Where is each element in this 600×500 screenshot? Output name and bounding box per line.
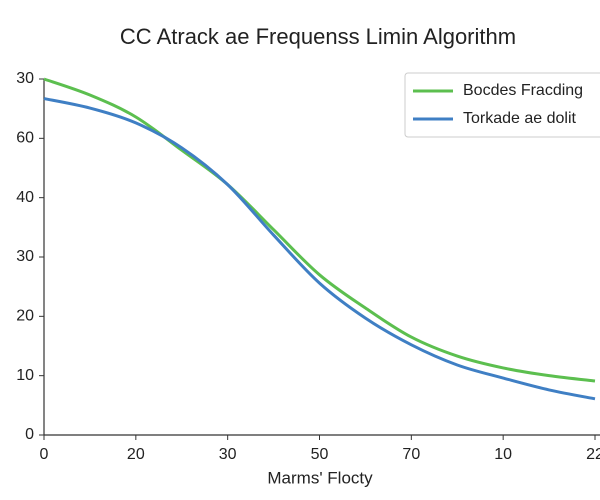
x-tick-label: 20: [127, 446, 145, 463]
y-tick-label: 0: [25, 426, 34, 443]
legend-label: Bocdes Fracding: [463, 82, 583, 99]
x-tick-label: 22: [586, 446, 600, 463]
x-tick-label: 50: [311, 446, 329, 463]
x-axis-label: Marms' Flocty: [267, 468, 373, 487]
y-tick-label: 30: [16, 70, 34, 87]
y-tick-label: 40: [16, 189, 34, 206]
x-tick-label: 30: [219, 446, 237, 463]
y-tick-label: 60: [16, 130, 34, 147]
line: [43, 97, 596, 401]
x-tick-label: 10: [494, 446, 512, 463]
legend-label: Torkade ae dolit: [463, 110, 577, 127]
x-tick-label: 0: [40, 446, 49, 463]
x-tick-label: 70: [402, 446, 420, 463]
chart-title: CC Atrack ae Frequenss Limin Algorithm: [120, 24, 516, 49]
legend-box: [404, 72, 600, 138]
y-tick-label: 10: [16, 367, 34, 384]
y-tick-label: 20: [16, 308, 34, 325]
y-tick-label: 30: [16, 248, 34, 265]
line: [43, 77, 596, 383]
